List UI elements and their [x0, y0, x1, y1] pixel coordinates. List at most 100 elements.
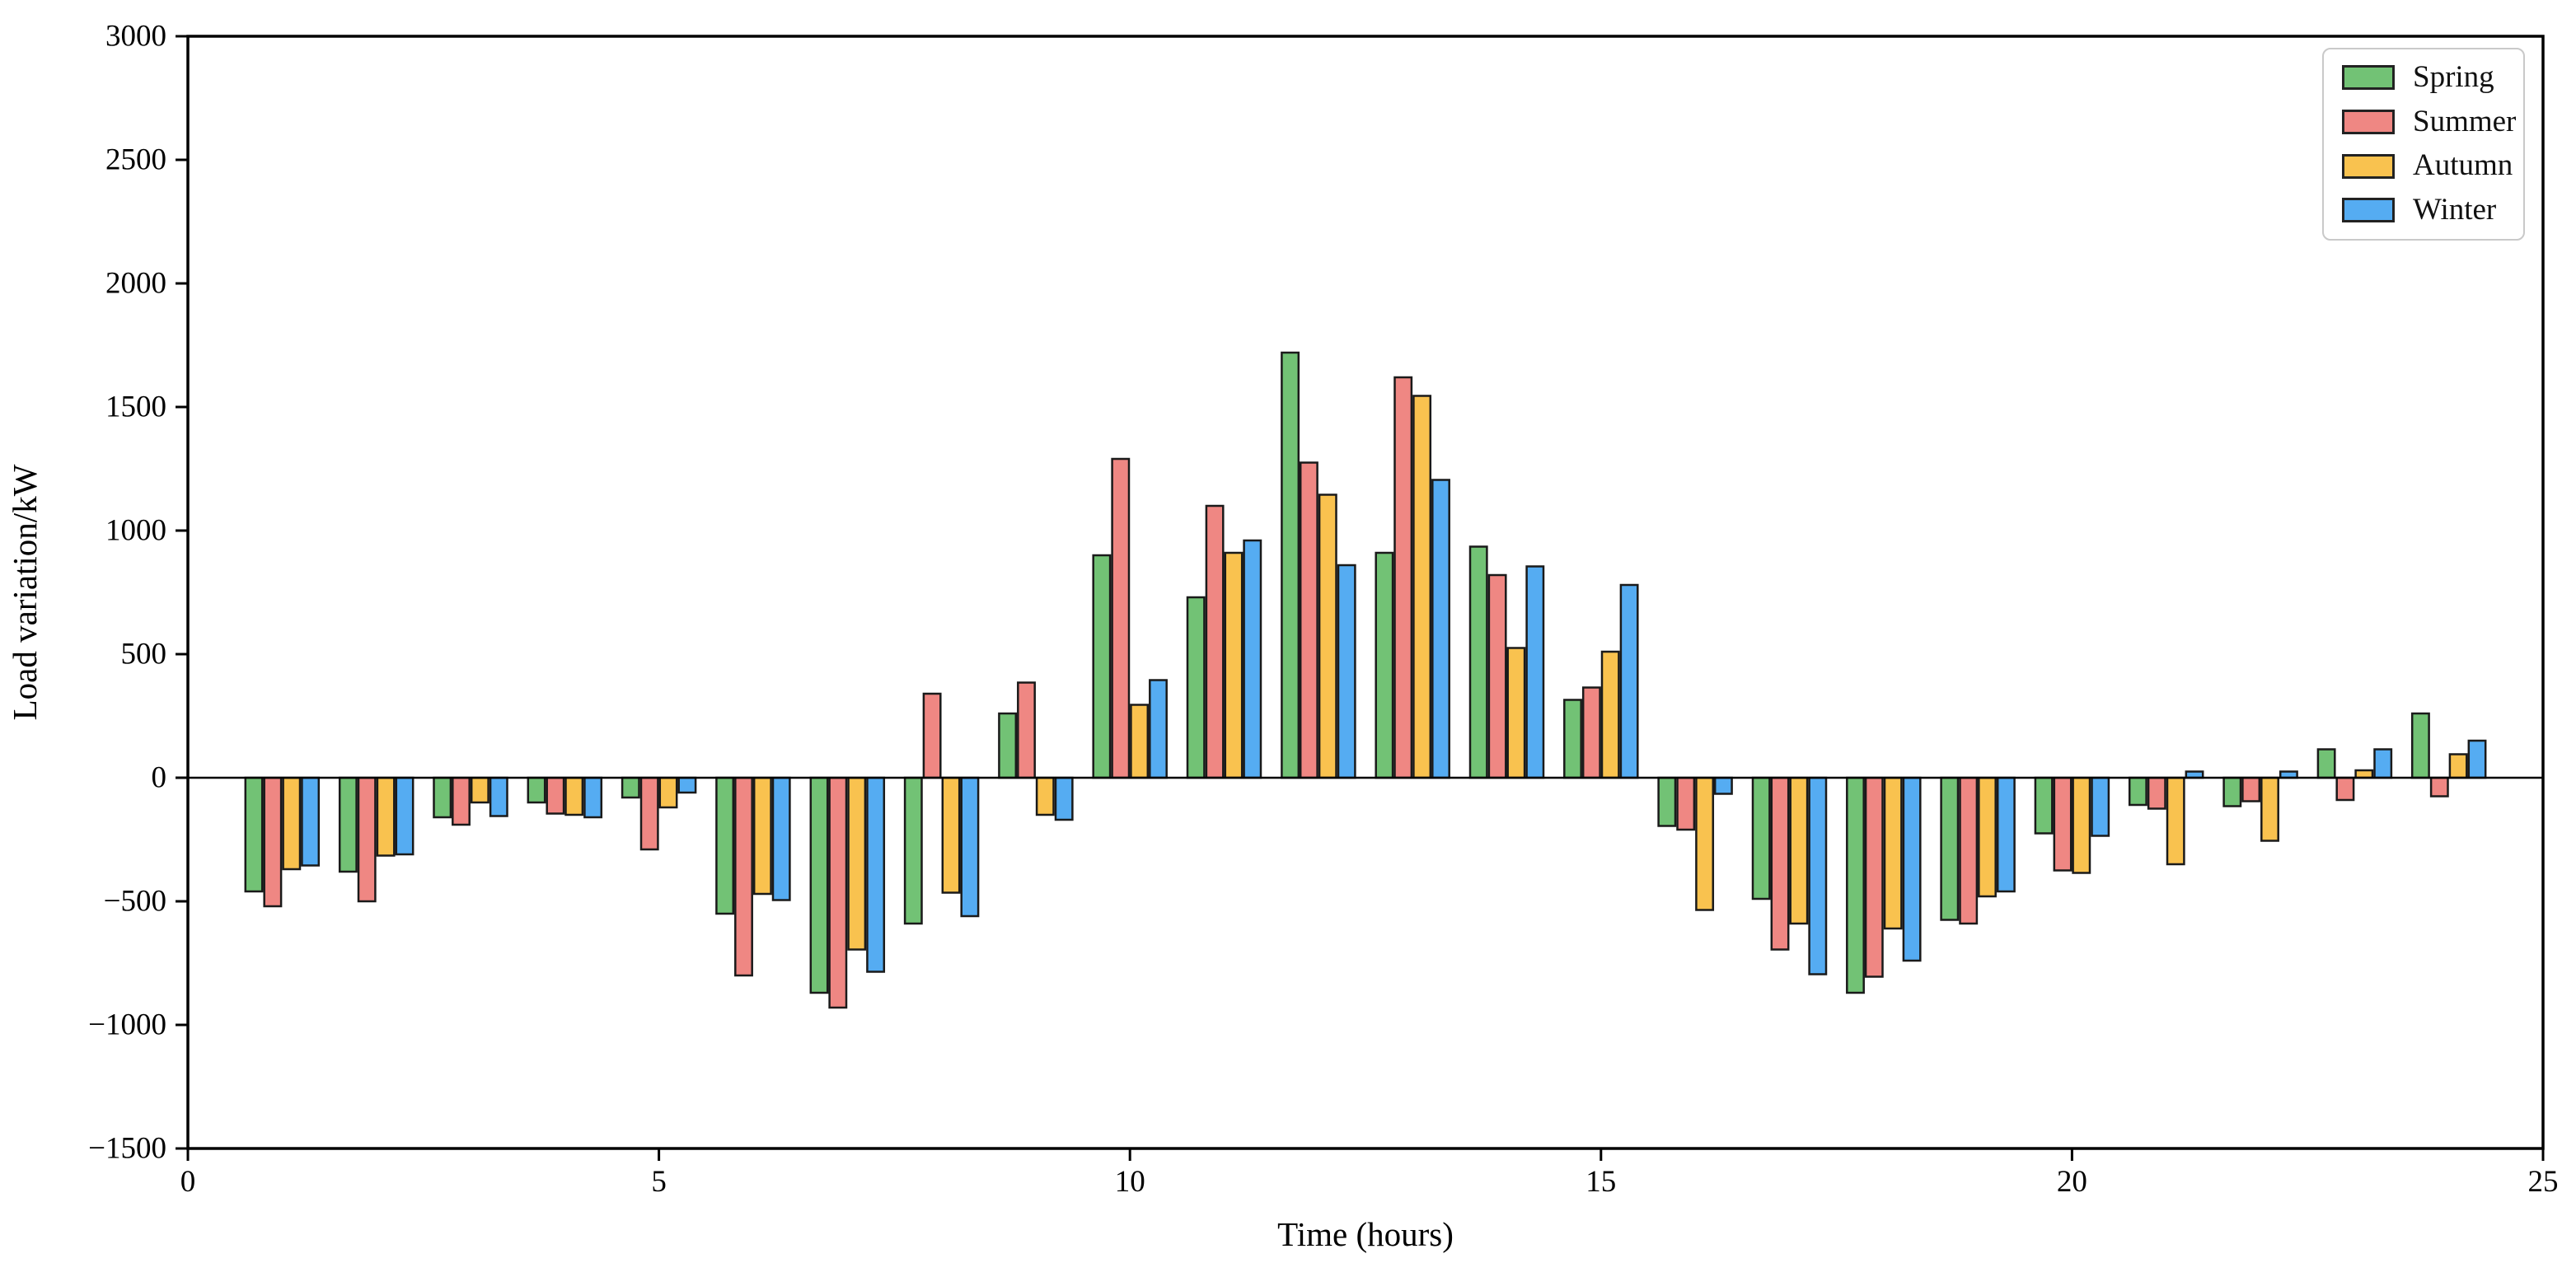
x-tick-label: 20 — [2057, 1165, 2087, 1199]
bar-winter-h11 — [1243, 539, 1262, 779]
bar-winter-h20 — [2091, 776, 2110, 837]
bar-summer-h1 — [263, 776, 283, 908]
bar-spring-h19 — [1940, 776, 1960, 921]
bar-spring-h10 — [1092, 554, 1112, 779]
bar-summer-h23 — [2335, 776, 2355, 802]
bar-autumn-h17 — [1789, 776, 1809, 925]
legend-label-winter: Winter — [2413, 193, 2497, 227]
bar-autumn-h3 — [470, 776, 489, 804]
bar-spring-h2 — [338, 776, 358, 873]
bar-spring-h4 — [527, 776, 546, 804]
bar-autumn-h19 — [1978, 776, 1997, 898]
bar-spring-h8 — [903, 776, 923, 925]
bar-winter-h17 — [1808, 776, 1828, 975]
y-tick-label: 1000 — [105, 514, 166, 548]
winter-swatch-icon — [2342, 198, 2395, 223]
x-tick-label: 15 — [1585, 1165, 1616, 1199]
bar-autumn-h24 — [2448, 753, 2468, 779]
bar-summer-h16 — [1676, 776, 1696, 831]
bar-spring-h11 — [1186, 596, 1206, 779]
bar-spring-h7 — [809, 776, 829, 994]
bar-autumn-h22 — [2260, 776, 2279, 842]
bar-summer-h19 — [1959, 776, 1979, 925]
x-tick-label: 25 — [2528, 1165, 2559, 1199]
bar-summer-h5 — [639, 776, 659, 851]
y-tick-label: 1500 — [105, 391, 166, 424]
y-tick-label: −1000 — [88, 1008, 166, 1042]
bar-summer-h8 — [922, 692, 942, 779]
spring-swatch-icon — [2342, 65, 2395, 91]
bar-autumn-h9 — [1035, 776, 1055, 816]
bar-autumn-h14 — [1506, 647, 1526, 779]
bar-spring-h9 — [998, 712, 1018, 779]
bar-spring-h18 — [1846, 776, 1865, 994]
bar-spring-h5 — [621, 776, 640, 799]
bar-winter-h5 — [677, 776, 697, 794]
bar-autumn-h20 — [2072, 776, 2091, 874]
bar-summer-h17 — [1770, 776, 1790, 951]
bar-autumn-h16 — [1695, 776, 1715, 911]
bar-summer-h15 — [1581, 686, 1601, 779]
bar-autumn-h11 — [1224, 551, 1244, 779]
x-axis-label: Time (hours) — [1277, 1215, 1454, 1253]
bar-summer-h12 — [1299, 461, 1318, 779]
autumn-swatch-icon — [2342, 153, 2395, 179]
bar-summer-h20 — [2053, 776, 2073, 872]
bar-autumn-h4 — [564, 776, 584, 816]
bar-winter-h9 — [1054, 776, 1074, 821]
legend-item-spring: Spring — [2342, 60, 2523, 95]
bar-winter-h14 — [1525, 565, 1545, 779]
legend-item-winter: Winter — [2342, 193, 2523, 227]
bar-autumn-h1 — [282, 776, 302, 871]
y-tick-label: 3000 — [105, 20, 166, 54]
x-tick-label: 5 — [651, 1165, 667, 1199]
bar-summer-h11 — [1205, 504, 1225, 779]
bar-winter-h7 — [866, 776, 886, 973]
legend-item-autumn: Autumn — [2342, 149, 2523, 183]
y-tick-label: −500 — [104, 885, 166, 919]
bar-autumn-h6 — [752, 776, 772, 896]
bar-winter-h24 — [2467, 739, 2487, 779]
bar-autumn-h5 — [658, 776, 678, 809]
bar-winter-h13 — [1431, 479, 1450, 779]
bar-winter-h4 — [583, 776, 603, 819]
bar-winter-h6 — [771, 776, 791, 901]
bar-summer-h21 — [2147, 776, 2166, 810]
y-tick-label: 500 — [121, 638, 167, 671]
bar-spring-h22 — [2222, 776, 2242, 807]
bar-winter-h1 — [301, 776, 321, 867]
bar-autumn-h8 — [941, 776, 961, 894]
y-axis-label: Load variation/kW — [6, 464, 44, 720]
bar-autumn-h7 — [847, 776, 867, 951]
legend-item-summer: Summer — [2342, 105, 2523, 139]
bar-winter-h23 — [2373, 748, 2393, 779]
bar-autumn-h13 — [1412, 395, 1432, 779]
bar-winter-h16 — [1713, 776, 1733, 795]
bar-winter-h2 — [395, 776, 415, 856]
bar-winter-h19 — [1996, 776, 2016, 893]
bar-summer-h4 — [546, 776, 565, 815]
bar-spring-h3 — [433, 776, 452, 819]
legend-label-autumn: Autumn — [2413, 148, 2513, 183]
bar-autumn-h12 — [1318, 493, 1337, 779]
bar-winter-h18 — [1902, 776, 1922, 962]
bar-winter-h10 — [1149, 679, 1168, 779]
bar-spring-h16 — [1657, 776, 1677, 827]
bar-summer-h6 — [734, 776, 753, 977]
bar-spring-h12 — [1281, 351, 1300, 779]
summer-swatch-icon — [2342, 110, 2395, 135]
bar-summer-h7 — [828, 776, 848, 1009]
axes-spines — [186, 35, 2545, 1150]
y-tick-label: 0 — [152, 761, 167, 795]
bar-summer-h18 — [1864, 776, 1884, 978]
bar-spring-h1 — [244, 776, 264, 893]
bar-autumn-h21 — [2166, 776, 2185, 866]
y-tick-label: −1500 — [88, 1132, 166, 1166]
legend: Spring Summer Autumn Winter — [2322, 48, 2525, 241]
bar-spring-h21 — [2128, 776, 2147, 807]
bar-spring-h15 — [1563, 699, 1582, 779]
bar-spring-h17 — [1751, 776, 1771, 900]
bar-spring-h20 — [2034, 776, 2054, 835]
